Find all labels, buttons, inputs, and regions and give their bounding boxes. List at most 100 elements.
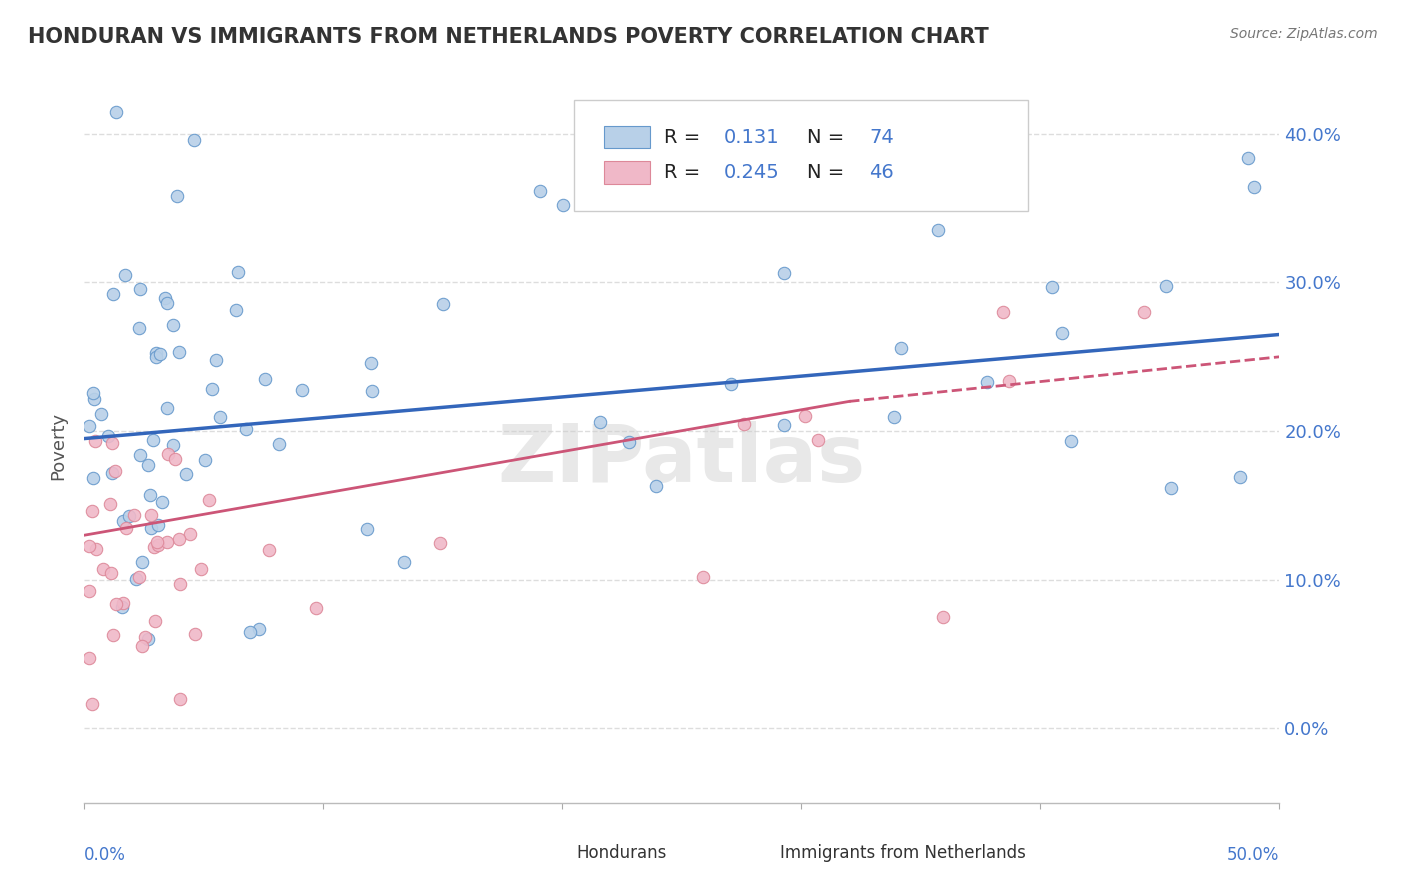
Point <box>136 458 159 472</box>
Point <box>1060 434 1083 448</box>
Point <box>183 133 205 147</box>
Point <box>772 266 794 280</box>
Point <box>890 341 912 355</box>
Point <box>429 535 451 549</box>
Text: 74: 74 <box>869 128 894 146</box>
Point <box>179 527 201 541</box>
Point <box>143 541 166 555</box>
Point <box>184 626 207 640</box>
Point <box>77 583 100 598</box>
Text: 0.245: 0.245 <box>724 163 779 182</box>
Point <box>257 542 280 557</box>
Point <box>145 350 167 364</box>
Point <box>254 372 277 386</box>
Point <box>111 600 134 615</box>
Point <box>131 555 153 569</box>
Point <box>692 570 714 584</box>
Point <box>589 415 612 429</box>
Y-axis label: Poverty: Poverty <box>49 412 67 480</box>
Point <box>553 198 575 212</box>
Point <box>305 601 328 615</box>
Point <box>84 541 107 556</box>
Point <box>529 184 551 198</box>
Point <box>104 464 127 478</box>
Point <box>93 562 115 576</box>
Point <box>1229 470 1251 484</box>
Point <box>209 410 232 425</box>
Point <box>267 437 290 451</box>
Point <box>720 377 742 392</box>
Point <box>883 410 905 425</box>
Point <box>1160 481 1182 495</box>
Point <box>97 429 120 443</box>
Point <box>773 417 796 432</box>
Point <box>1236 152 1258 166</box>
FancyBboxPatch shape <box>605 161 650 184</box>
Point <box>169 577 191 591</box>
Point <box>167 532 190 546</box>
Point <box>1050 326 1073 340</box>
Point <box>165 452 187 467</box>
Point <box>83 392 105 407</box>
Point <box>998 375 1021 389</box>
Text: ZIPatlas: ZIPatlas <box>498 421 866 500</box>
Point <box>82 386 104 401</box>
Point <box>146 518 169 533</box>
Point <box>162 438 184 452</box>
Point <box>77 419 100 434</box>
Point <box>114 521 136 535</box>
Point <box>82 697 104 711</box>
Point <box>1243 179 1265 194</box>
Point <box>149 347 172 361</box>
Point <box>150 495 173 509</box>
Point <box>128 570 150 584</box>
Text: Immigrants from Netherlands: Immigrants from Netherlands <box>780 844 1026 862</box>
Point <box>1040 279 1063 293</box>
Point <box>128 282 150 296</box>
Point <box>190 562 212 576</box>
Point <box>239 624 262 639</box>
Point <box>432 297 454 311</box>
Text: R =: R = <box>664 163 706 182</box>
Point <box>225 303 247 318</box>
Point <box>114 268 136 282</box>
Point <box>360 384 382 399</box>
Point <box>129 448 152 462</box>
Point <box>90 407 112 421</box>
Point <box>100 466 122 480</box>
Point <box>1132 305 1154 319</box>
Point <box>156 534 179 549</box>
Point <box>194 453 217 467</box>
Point <box>111 514 134 528</box>
Text: 0.0%: 0.0% <box>84 846 127 863</box>
Point <box>360 356 382 370</box>
Point <box>101 287 124 301</box>
FancyBboxPatch shape <box>605 126 650 148</box>
Text: Source: ZipAtlas.com: Source: ZipAtlas.com <box>1230 27 1378 41</box>
Point <box>138 632 160 647</box>
Point <box>101 628 124 642</box>
FancyBboxPatch shape <box>575 100 1029 211</box>
Point <box>118 508 141 523</box>
Point <box>1154 278 1177 293</box>
Text: 46: 46 <box>869 163 894 182</box>
Point <box>169 691 191 706</box>
Text: R =: R = <box>664 128 706 146</box>
Point <box>100 566 122 581</box>
Point <box>143 614 166 628</box>
Point <box>77 539 100 553</box>
Text: 0.131: 0.131 <box>724 128 779 146</box>
Point <box>927 223 949 237</box>
Point <box>198 493 221 508</box>
Text: Hondurans: Hondurans <box>576 844 666 862</box>
Point <box>976 376 998 390</box>
Point <box>733 417 755 432</box>
Point <box>794 409 817 423</box>
Point <box>157 447 180 461</box>
Point <box>226 265 249 279</box>
Point <box>166 188 188 202</box>
Point <box>174 467 197 482</box>
Point <box>356 522 378 536</box>
Point <box>156 401 179 415</box>
Text: 50.0%: 50.0% <box>1227 846 1279 863</box>
